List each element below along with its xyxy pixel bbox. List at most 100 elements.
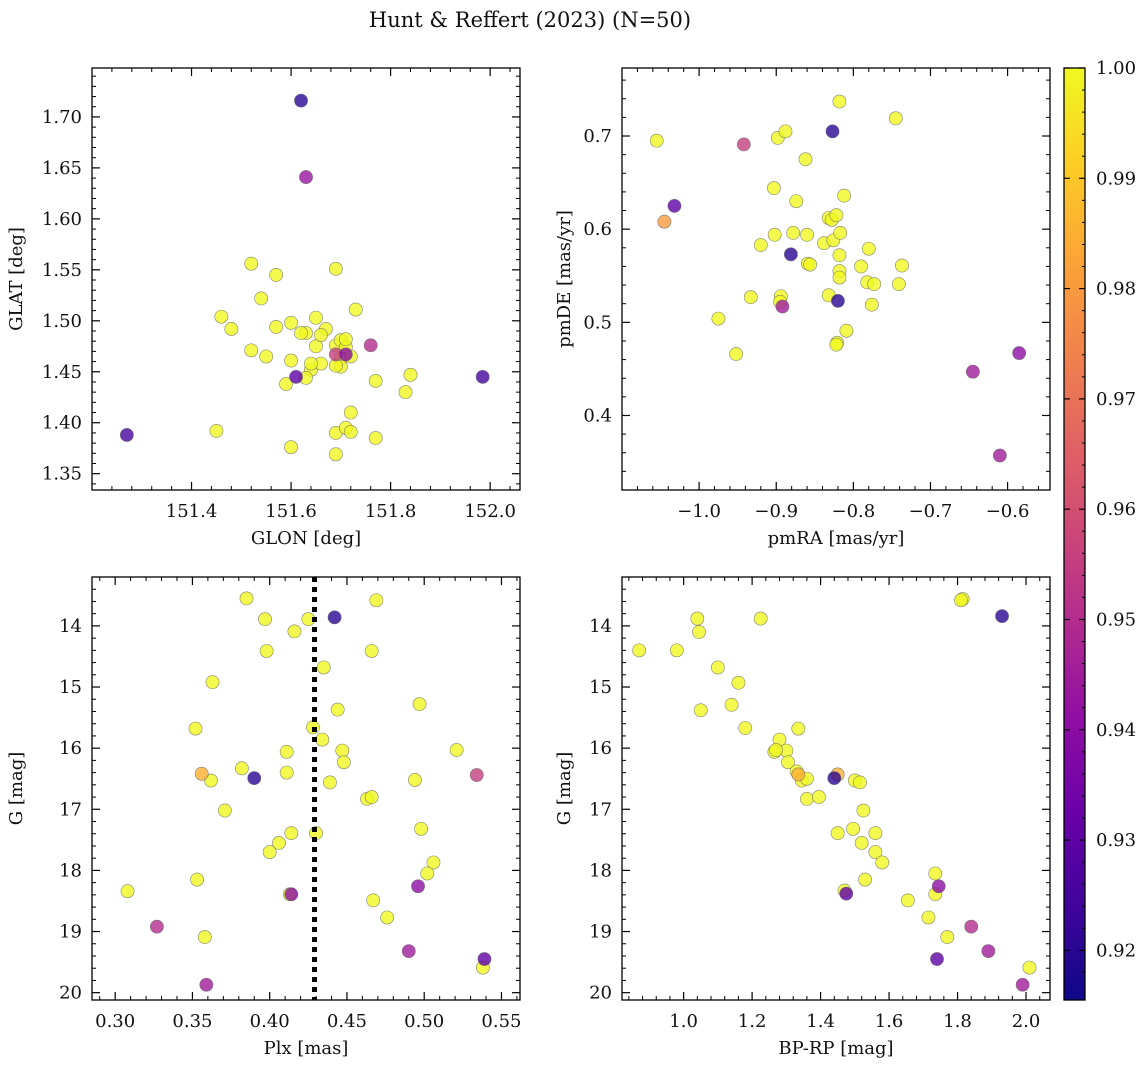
data-point (269, 268, 284, 282)
data-point (767, 227, 782, 242)
data-point (964, 919, 979, 934)
data-point (411, 879, 425, 894)
data-point (254, 291, 269, 306)
data-point (811, 790, 826, 804)
data-point (940, 930, 955, 944)
data-point (287, 624, 302, 639)
data-point (401, 944, 416, 958)
y-tick-label: 1.35 (42, 464, 82, 485)
data-point (1015, 977, 1030, 992)
data-point (649, 133, 664, 148)
data-point (736, 137, 751, 152)
data-point (832, 270, 847, 285)
data-point (775, 299, 790, 314)
x-tick-label: −0.7 (909, 501, 953, 522)
data-point (477, 952, 492, 966)
axes-frame (621, 67, 1051, 491)
data-point (992, 448, 1007, 463)
x-tick-label: 1.0 (669, 1011, 698, 1032)
x-tick-label: 0.55 (481, 1011, 521, 1032)
data-point (930, 952, 944, 966)
x-axis-label: Plx [mas] (264, 1038, 349, 1059)
axes-frame (621, 576, 1051, 1001)
figure-title: Hunt & Reffert (2023) (N=50) (369, 8, 691, 32)
y-tick-label: 0.5 (583, 312, 612, 333)
data-point (901, 893, 915, 908)
data-point (309, 310, 323, 325)
data-point (839, 886, 854, 901)
data-point (272, 836, 286, 850)
data-point (343, 424, 358, 439)
x-tick-label: 0.30 (95, 1011, 135, 1032)
data-point (632, 643, 647, 658)
data-point (328, 261, 343, 276)
data-point (259, 349, 274, 364)
y-tick-label: 1.65 (42, 158, 82, 179)
data-point (833, 225, 848, 240)
y-tick-label: 1.55 (42, 260, 82, 281)
data-point (690, 611, 705, 626)
data-point (839, 323, 854, 338)
x-tick-label: 151.8 (365, 501, 417, 522)
y-tick-label: 0.4 (583, 405, 612, 426)
x-tick-label: 151.6 (265, 501, 317, 522)
data-point (798, 152, 813, 167)
panel-bprp-g: 1.0 1.2 1.4 1.6 1.8 2.0 14 15 16 17 18 19 20 BP-RP [m… (554, 576, 1051, 1059)
data-point (364, 790, 379, 804)
data-point (837, 188, 851, 203)
data-point (475, 369, 490, 384)
data-point (981, 944, 996, 958)
data-point (928, 866, 943, 881)
data-point (368, 374, 383, 388)
y-tick-label: 20 (59, 983, 82, 1004)
data-point (364, 644, 379, 658)
y-tick-label: 19 (589, 922, 612, 943)
data-point (366, 893, 381, 908)
data-point (323, 775, 337, 790)
y-tick-label: 1.40 (42, 413, 82, 434)
data-point (284, 315, 298, 330)
points (632, 592, 1037, 992)
data-point (420, 866, 435, 881)
data-point (846, 821, 861, 836)
data-point (403, 367, 418, 382)
data-point (224, 322, 239, 336)
data-point (279, 744, 294, 759)
x-tick-label: −1.0 (677, 501, 721, 522)
data-point (800, 227, 814, 242)
data-point (414, 821, 429, 836)
panel-plx-g: 0.30 0.35 0.40 0.45 0.50 0.55 14 15 16 17 18 19 20 Pl… (6, 576, 521, 1059)
data-point (891, 277, 906, 292)
data-point (363, 338, 378, 353)
colorbar-tick-label: 0.99 (1096, 168, 1136, 189)
colorbar-tick-label: 0.98 (1096, 279, 1136, 300)
data-point (316, 660, 331, 675)
data-point (338, 332, 353, 347)
data-point (829, 208, 844, 223)
data-point (778, 124, 793, 139)
data-point (408, 773, 422, 787)
x-tick-label: 152.0 (464, 501, 516, 522)
data-point (412, 697, 427, 712)
data-point (931, 879, 946, 894)
data-point (188, 721, 203, 736)
x-tick-label: 0.45 (327, 1011, 367, 1032)
panel-glon-glat: 151.4 151.6 151.8 152.0 1.35 1.40 1.45 1.50 1.55… (6, 67, 521, 549)
data-point (327, 610, 342, 625)
data-point (692, 625, 706, 639)
colorbar: 0.92 0.93 0.94 0.95 0.96 0.97 0.98 0.99 1.00 (1063, 58, 1136, 1001)
points (119, 93, 490, 462)
data-point (965, 364, 980, 379)
data-point (825, 124, 840, 139)
data-point (854, 836, 869, 850)
colorbar-gradient (1063, 67, 1086, 1001)
data-point (289, 369, 303, 384)
data-point (336, 755, 351, 770)
data-point (335, 743, 350, 758)
data-point (711, 311, 726, 326)
y-axis-label: pmDE [mas/yr] (554, 210, 575, 348)
data-point (875, 855, 890, 870)
y-tick-label: 17 (589, 799, 612, 820)
data-point (330, 702, 345, 717)
